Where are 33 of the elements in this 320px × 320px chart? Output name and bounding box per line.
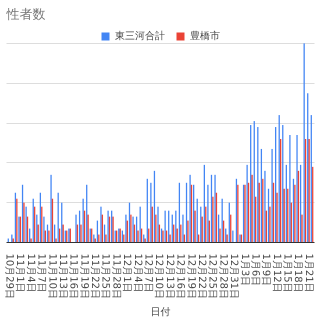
x-tick-label: 12月13日	[164, 254, 175, 299]
x-axis-title: 日付	[150, 306, 170, 318]
x-tick-label: 1月6日	[249, 254, 260, 286]
legend-label: 東三河合計	[115, 30, 165, 43]
x-tick-label: 11月10日	[46, 254, 58, 299]
x-tick-label: 11月1日	[14, 254, 26, 293]
x-tick-label: 12月28日	[217, 254, 228, 299]
x-tick-label: 12月16日	[174, 254, 186, 299]
x-tick-label: 1月18日	[292, 254, 304, 293]
x-tick-label: 12月10日	[153, 254, 164, 299]
x-tick-label: 12月31日	[228, 254, 240, 299]
x-tick-label: 11月25日	[100, 254, 111, 299]
x-tick-label: 1月15日	[282, 254, 293, 293]
x-tick-label: 12月25日	[206, 254, 218, 299]
x-tick-label: 11月7日	[36, 254, 47, 293]
x-tick-label: 11月16日	[68, 254, 79, 299]
x-tick-label: 11月28日	[110, 254, 122, 299]
x-tick-label: 1月12日	[270, 254, 282, 293]
x-tick-label: 1月3日	[238, 254, 250, 286]
x-tick-label: 12月1日	[121, 254, 132, 293]
x-tick-label: 1月9日	[260, 254, 272, 286]
x-tick-label: 11月4日	[24, 254, 36, 293]
x-tick-label: 11月19日	[78, 254, 90, 299]
x-tick-label: 10月29日	[3, 254, 14, 299]
x-tick-label: 12月22日	[196, 254, 207, 299]
x-tick-label: 12月4日	[132, 254, 143, 293]
legend-label: 豊橋市	[190, 30, 220, 43]
x-tick-label: 11月13日	[56, 254, 68, 299]
x-tick-label: 12月7日	[142, 254, 154, 293]
x-tick-label: 1月21日	[302, 254, 314, 293]
chart-title: 性者数	[6, 8, 46, 22]
x-tick-label: 11月22日	[89, 254, 100, 299]
x-tick-label: 12月19日	[185, 254, 196, 299]
